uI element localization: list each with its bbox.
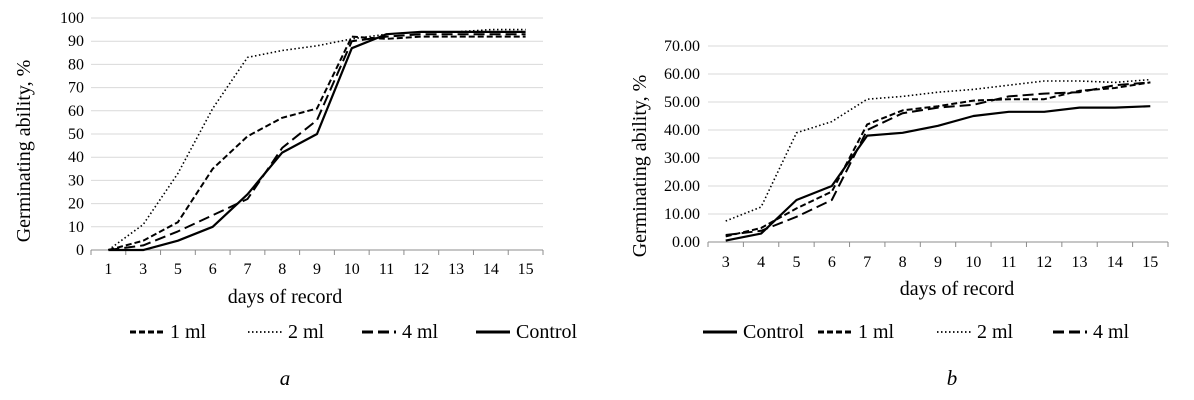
y-tick-label: 100 <box>60 10 84 27</box>
x-tick-label: 5 <box>174 261 182 278</box>
legend-label: 2 ml <box>288 321 325 343</box>
x-tick-label: 15 <box>518 261 534 278</box>
gridlines-a <box>91 17 543 228</box>
y-tick-label: 0 <box>76 242 84 259</box>
series-line-1-ml <box>725 81 1151 238</box>
y-tick-labels-b: 0.00 10.00 20.00 30.00 40.00 50.00 60.00 70.00 <box>664 38 700 251</box>
series-line-1-ml <box>108 35 526 251</box>
x-tick-label: 1 <box>104 261 112 278</box>
x-tick-label: 12 <box>1036 254 1052 271</box>
legend-item: 2 ml <box>248 321 325 343</box>
x-tick-label: 14 <box>483 261 499 278</box>
y-tick-label: 60 <box>68 103 84 120</box>
x-tick-label: 9 <box>313 261 321 278</box>
series-line-2-ml <box>107 28 526 251</box>
y-tick-label: 10 <box>68 219 84 236</box>
y-tick-label: 20.00 <box>664 178 700 195</box>
y-tick-label: 40 <box>68 149 84 166</box>
y-tick-label: 90 <box>68 33 84 50</box>
x-tick-label: 9 <box>934 254 942 271</box>
legend-label: 2 ml <box>977 321 1014 343</box>
x-tick-label: 6 <box>828 254 836 271</box>
x-tick-label: 13 <box>1072 254 1088 271</box>
series-line-control <box>108 30 526 252</box>
y-tick-labels-a: 0 10 20 30 40 50 60 70 80 90 100 <box>60 10 84 259</box>
series-line-4-ml <box>725 81 1151 236</box>
y-tick-label: 50 <box>68 126 84 143</box>
x-tick-label: 5 <box>792 254 800 271</box>
legend-item: Control <box>476 321 578 343</box>
y-tick-label: 50.00 <box>664 94 700 111</box>
legend-label: 4 ml <box>1093 321 1130 343</box>
x-axis-a <box>90 249 544 255</box>
x-tick-label: 3 <box>722 254 730 271</box>
chart-panel-b: 0.00 10.00 20.00 30.00 40.00 50.00 60.00 7 0.00 … <box>629 38 1169 390</box>
x-tick-label: 10 <box>965 254 981 271</box>
y-tick-label: 80 <box>68 56 84 73</box>
series-line-2-ml <box>725 78 1151 222</box>
legend-label: Control <box>516 321 578 343</box>
legend-item: 1 ml <box>818 321 895 343</box>
x-tick-label: 11 <box>379 261 394 278</box>
y-tick-label: 70.00 <box>664 38 700 55</box>
series-line-4-ml <box>108 33 526 251</box>
panel-label-b: b <box>947 366 958 390</box>
legend-b: Control 1 ml 2 ml 4 ml <box>703 321 1130 343</box>
x-tick-label: 11 <box>1001 254 1016 271</box>
x-tick-label: 10 <box>344 261 360 278</box>
y-tick-label: 30.00 <box>664 150 700 167</box>
x-tick-label: 13 <box>448 261 464 278</box>
series-line-control <box>725 105 1151 242</box>
x-tick-label: 7 <box>243 261 251 278</box>
legend-a: 1 ml 2 ml 4 ml Control <box>130 321 578 343</box>
x-tick-label: 3 <box>139 261 147 278</box>
y-tick-label: 40.00 <box>664 122 700 139</box>
x-tick-label: 4 <box>757 254 765 271</box>
x-tick-labels-b: 3 4 5 6 7 8 9 10 11 12 13 14 15 <box>722 254 1159 271</box>
x-axis-title-b: days of record <box>900 278 1014 300</box>
legend-label: Control <box>743 321 805 343</box>
x-tick-label: 14 <box>1107 254 1123 271</box>
y-axis-title-b: Germinating ability, % <box>629 75 651 258</box>
x-tick-label: 12 <box>413 261 429 278</box>
y-tick-label: 20 <box>68 196 84 213</box>
panel-label-a: a <box>280 366 291 390</box>
y-axis-title-a: Germinating ability, % <box>13 60 35 243</box>
series-lines-a <box>107 28 526 252</box>
y-tick-label: 30 <box>68 172 84 189</box>
y-tick-label: 0.00 <box>672 234 700 251</box>
x-tick-label: 7 <box>863 254 871 271</box>
legend-label: 1 ml <box>858 321 895 343</box>
series-lines-b <box>725 78 1151 242</box>
x-tick-label: 15 <box>1142 254 1158 271</box>
x-axis-title-a: days of record <box>228 286 342 308</box>
gridlines-b <box>708 45 1168 215</box>
x-tick-label: 6 <box>209 261 217 278</box>
x-axis-b <box>707 241 1169 247</box>
legend-item: 4 ml <box>1053 321 1130 343</box>
legend-item: 1 ml <box>130 321 207 343</box>
legend-item: 2 ml <box>937 321 1014 343</box>
legend-label: 1 ml <box>170 321 207 343</box>
legend-item: Control <box>703 321 805 343</box>
y-tick-label: 10.00 <box>664 206 700 223</box>
legend-item: 4 ml <box>362 321 439 343</box>
y-tick-label: 60.00 <box>664 66 700 83</box>
y-tick-label: 70 <box>68 80 84 97</box>
x-tick-labels-a: 1 3 5 6 7 8 9 10 11 12 13 14 15 <box>104 261 533 278</box>
legend-label: 4 ml <box>402 321 439 343</box>
x-tick-label: 8 <box>899 254 907 271</box>
x-tick-label: 8 <box>278 261 286 278</box>
